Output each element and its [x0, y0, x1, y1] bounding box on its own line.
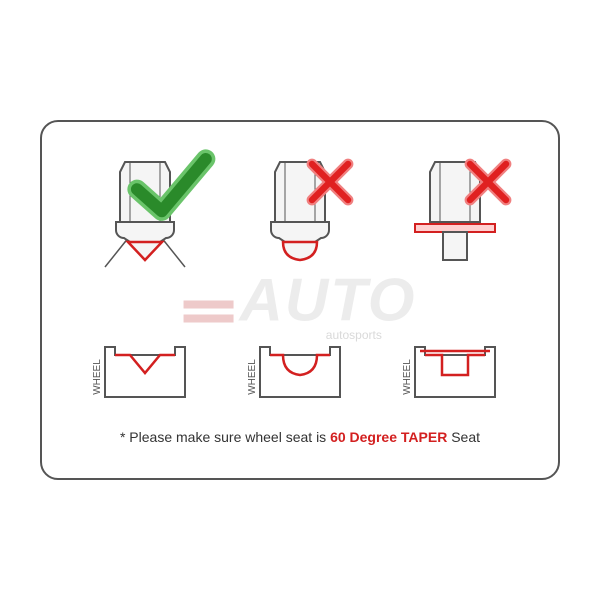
nut-row: 60°	[67, 142, 533, 312]
wheel-label: WHEEL	[402, 359, 413, 395]
wheel-profile-flat: WHEEL	[380, 327, 530, 412]
nut-diagram-ball	[225, 142, 375, 307]
wheel-cell: WHEEL	[380, 327, 530, 417]
nut-diagram-flat_washer	[380, 142, 530, 307]
wheel-profile-taper: WHEEL	[70, 327, 220, 412]
wheel-label: WHEEL	[92, 359, 103, 395]
wheel-cell: WHEEL	[70, 327, 220, 417]
nut-cell	[225, 142, 375, 312]
nut-cell: 60°	[70, 142, 220, 312]
wheel-profile-ball: WHEEL	[225, 327, 375, 412]
caption-suffix: Seat	[447, 429, 480, 445]
caption-prefix: * Please make sure wheel seat is	[120, 429, 330, 445]
caption-highlight: 60 Degree TAPER	[330, 429, 447, 445]
wheel-row: WHEEL WHEEL WHEEL	[67, 327, 533, 417]
nut-cell	[380, 142, 530, 312]
caption: * Please make sure wheel seat is 60 Degr…	[67, 429, 533, 445]
nut-diagram-taper: 60°	[70, 142, 220, 307]
wheel-cell: WHEEL	[225, 327, 375, 417]
wheel-label: WHEEL	[247, 359, 258, 395]
diagram-frame: AUTO autosports 60°	[40, 120, 560, 480]
